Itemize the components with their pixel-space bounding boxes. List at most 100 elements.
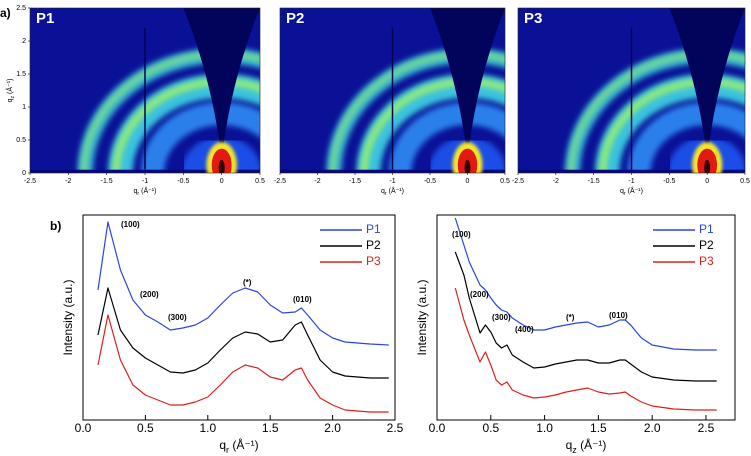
axis-label: qr (Å⁻¹) — [620, 186, 643, 198]
x-tick-label: -2.5 — [274, 178, 286, 185]
peak-annotation: (300) — [492, 313, 511, 322]
legend-label: P3 — [366, 254, 381, 268]
x-tick-label: 2.0 — [324, 421, 341, 435]
x-tick-label: -0.5 — [424, 178, 436, 185]
x-tick-label: 1.5 — [590, 421, 607, 435]
axis-label-unit: (Å⁻¹) — [626, 186, 643, 195]
peak-annotation: (010) — [293, 295, 312, 304]
axis-label-symbol: q — [381, 188, 385, 195]
legend-label: P1 — [699, 222, 714, 236]
x-tick-label: -2.5 — [24, 178, 36, 185]
axis-label-unit: (Å⁻¹) — [577, 437, 607, 452]
peak-annotation: (100) — [121, 220, 140, 229]
x-tick-label: -1 — [142, 178, 148, 185]
panel-label: b) — [50, 219, 61, 233]
axis-label: qr (Å⁻¹) — [219, 437, 258, 455]
x-tick-label: -2 — [65, 178, 71, 185]
x-tick-label: 0.5 — [255, 178, 265, 185]
x-tick-label: 0 — [705, 178, 709, 185]
x-tick-label: 0.5 — [137, 421, 154, 435]
axis-label-sub: r — [137, 191, 139, 197]
line-series — [97, 314, 389, 413]
x-tick-label: -1.5 — [101, 178, 113, 185]
horizon-strip — [518, 169, 745, 173]
x-tick-label: -2.5 — [512, 178, 524, 185]
y-tick-label: 1 — [22, 104, 26, 111]
beamstop — [464, 159, 471, 173]
x-tick-label: 0 — [220, 178, 224, 185]
y-tick-label: 1.5 — [16, 71, 26, 78]
x-tick-label: 0.0 — [75, 421, 92, 435]
beamstop — [704, 159, 711, 173]
line-series — [454, 217, 717, 351]
y-tick-label: 0 — [22, 170, 26, 177]
legend-label: P3 — [699, 254, 714, 268]
plot-frame — [436, 214, 736, 421]
image-label: P3 — [524, 10, 542, 27]
line-series — [454, 251, 717, 382]
scattering-image — [518, 8, 745, 173]
x-tick-label: 2.5 — [387, 421, 404, 435]
horizon-strip — [280, 169, 505, 173]
y-axis-label: Intensity (a.u.) — [415, 279, 429, 355]
y-tick-label: 2.5 — [16, 5, 26, 12]
x-tick-label: 0.5 — [500, 178, 510, 185]
x-tick-label: 0.5 — [482, 421, 499, 435]
axis-label-symbol: q — [134, 188, 138, 195]
x-tick-label: -0.5 — [177, 178, 189, 185]
x-tick-label: 1.5 — [262, 421, 279, 435]
y-axis-label: Intensity (a.u.) — [61, 279, 75, 355]
x-tick-label: 0 — [466, 178, 470, 185]
axis-label-sub: r — [624, 191, 626, 197]
axis-label-unit: (Å⁻¹) — [387, 186, 404, 195]
x-tick-label: 1.0 — [199, 421, 216, 435]
axis-label-symbol: q — [620, 188, 624, 195]
x-tick-label: 2.5 — [698, 421, 715, 435]
x-tick-label: -2 — [553, 178, 559, 185]
x-tick-label: 0.0 — [429, 421, 446, 435]
peak-annotation: (010) — [609, 311, 628, 320]
image-label: P1 — [36, 10, 54, 27]
axis-label: qz (Å⁻¹) — [566, 437, 607, 455]
axis-label-unit: (Å⁻¹) — [229, 437, 259, 452]
axis-label-symbol: q — [7, 98, 14, 102]
legend-label: P1 — [366, 222, 381, 236]
axis-label-sub: z — [572, 445, 577, 455]
x-tick-label: -0.5 — [663, 178, 675, 185]
peak-annotation: (*) — [566, 313, 575, 322]
x-tick-label: -1 — [628, 178, 634, 185]
legend-label: P2 — [366, 238, 381, 252]
peak-annotation: (300) — [168, 313, 187, 322]
beamstop — [218, 159, 225, 173]
peak-annotation: (400) — [515, 325, 534, 334]
x-tick-label: -1.5 — [349, 178, 361, 185]
x-tick-label: 2.0 — [644, 421, 661, 435]
x-tick-label: -2 — [314, 178, 320, 185]
legend-label: P2 — [699, 238, 714, 252]
plot-frame — [82, 214, 396, 421]
axis-label-unit: (Å⁻¹) — [139, 186, 156, 195]
x-tick-label: -1.5 — [588, 178, 600, 185]
line-series — [454, 287, 717, 411]
scattering-image — [280, 8, 505, 173]
axis-label: qz (Å⁻¹) — [5, 79, 17, 103]
axis-label-symbol: q — [219, 438, 226, 452]
panel-label: a) — [0, 6, 11, 20]
peak-annotation: (*) — [243, 278, 252, 287]
y-tick-label: 2 — [22, 38, 26, 45]
missing-wedge — [183, 8, 260, 159]
missing-wedge — [669, 8, 745, 159]
x-tick-label: 1.0 — [536, 421, 553, 435]
scattering-image — [30, 8, 260, 173]
axis-label-symbol: q — [566, 438, 573, 452]
x-tick-label: -1 — [389, 178, 395, 185]
axis-label: qr (Å⁻¹) — [381, 186, 404, 198]
axis-label-sub: r — [385, 191, 387, 197]
horizon-strip — [30, 169, 260, 173]
line-series — [97, 221, 389, 346]
y-tick-label: 0.5 — [16, 137, 26, 144]
axis-label-sub: r — [226, 445, 229, 455]
missing-wedge — [430, 8, 505, 159]
axis-label-unit: (Å⁻¹) — [5, 79, 14, 96]
